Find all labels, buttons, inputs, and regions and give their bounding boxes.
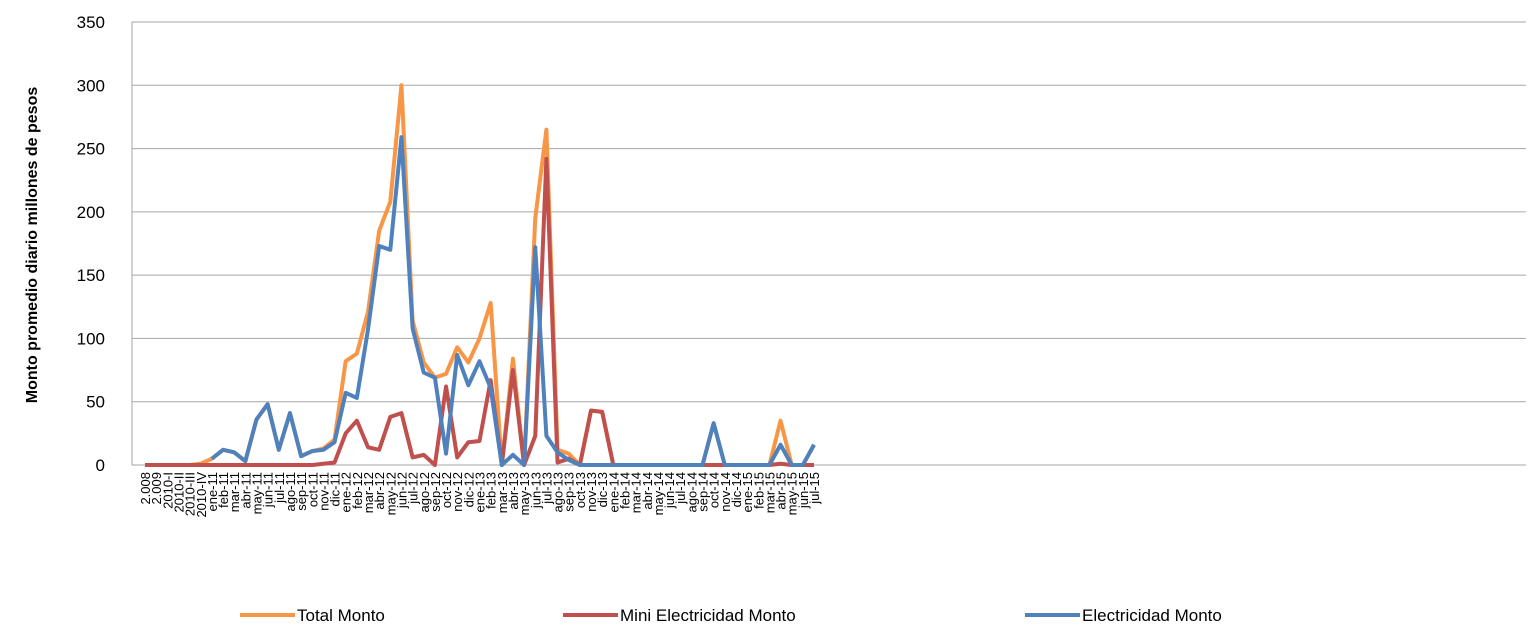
x-tick-label: feb-13	[484, 472, 499, 509]
x-tick-label: ago-13	[551, 472, 566, 512]
x-tick-label: 2010-II	[171, 472, 186, 512]
x-tick-label: jun-15	[796, 472, 811, 509]
x-tick-label: jun-12	[394, 472, 409, 509]
x-tick-label: nov-12	[450, 472, 465, 512]
x-tick-label: sep-11	[294, 472, 309, 511]
x-tick-label: ago-11	[283, 472, 298, 512]
x-tick-label: abr-13	[506, 472, 521, 510]
x-tick-label: feb-11	[216, 472, 231, 508]
x-tick-label: ene-13	[473, 472, 488, 512]
x-tick-label: jun-11	[261, 472, 276, 508]
x-tick-label: ago-12	[417, 472, 432, 512]
x-tick-label: may-13	[517, 472, 532, 515]
x-tick-label: may-12	[383, 472, 398, 515]
y-tick-label: 150	[77, 266, 105, 285]
y-tick-label: 300	[77, 76, 105, 95]
x-tick-label: sep-12	[428, 472, 443, 512]
x-tick-label: dic-14	[729, 472, 744, 507]
x-tick-label: sep-13	[562, 472, 577, 512]
x-tick-label: mar-13	[495, 472, 510, 513]
x-tick-label: may-11	[250, 472, 265, 514]
x-tick-label: feb-14	[617, 472, 632, 509]
y-tick-label: 250	[77, 140, 105, 159]
x-tick-label: abr-14	[640, 472, 655, 510]
x-tick-label: 2.009	[149, 472, 164, 505]
x-tick-label: jul-13	[539, 472, 554, 505]
line-series	[210, 135, 816, 467]
x-tick-label: ene-11	[205, 472, 220, 512]
x-tick-label: 2.008	[138, 472, 153, 505]
y-axis-label: Monto promedio diario millones de pesos	[24, 87, 41, 404]
x-tick-label: mar-15	[762, 472, 777, 513]
x-tick-label: jun-14	[662, 472, 677, 509]
x-tick-label: oct-12	[439, 472, 454, 508]
x-tick-label: jul-14	[673, 472, 688, 505]
x-tick-label: jul-12	[406, 472, 421, 505]
x-tick-label: 2010-IV	[194, 472, 209, 518]
x-tick-label: may-15	[785, 472, 800, 515]
x-tick-label: 2010-I	[160, 472, 175, 509]
x-tick-label: ene-14	[606, 472, 621, 512]
x-tick-label: ene-15	[740, 472, 755, 512]
x-tick-label: mar-11	[227, 472, 242, 512]
x-tick-label: dic-11	[328, 472, 343, 506]
x-tick-label: 2010-III	[183, 472, 198, 516]
y-tick-label: 350	[77, 13, 105, 32]
x-tick-label: feb-15	[751, 472, 766, 509]
y-tick-label: 50	[86, 393, 105, 412]
x-tick-label: oct-13	[573, 472, 588, 508]
legend-label: Total Monto	[297, 606, 385, 625]
line-series	[145, 156, 814, 467]
y-tick-label: 200	[77, 203, 105, 222]
x-tick-label: jul-15	[807, 472, 822, 505]
legend-label: Electricidad Monto	[1082, 606, 1222, 625]
x-tick-label: abr-11	[238, 472, 253, 509]
x-tick-label: dic-13	[595, 472, 610, 507]
x-tick-label: feb-12	[350, 472, 365, 509]
x-tick-label: jun-13	[528, 472, 543, 509]
x-tick-label: ene-12	[339, 472, 354, 512]
x-tick-label: mar-14	[629, 472, 644, 513]
x-tick-label: nov-11	[316, 472, 331, 511]
x-tick-label: abr-15	[774, 472, 789, 510]
x-tick-label: oct-11	[305, 472, 320, 507]
x-tick-label: ago-14	[684, 472, 699, 512]
x-tick-label: abr-12	[372, 472, 387, 510]
x-tick-label: jul-11	[272, 472, 287, 504]
x-tick-label: sep-14	[696, 472, 711, 512]
y-tick-label: 100	[77, 329, 105, 348]
x-tick-label: nov-14	[718, 472, 733, 512]
legend-label: Mini Electricidad Monto	[620, 606, 796, 625]
y-tick-label: 0	[96, 456, 105, 475]
x-tick-label: nov-13	[584, 472, 599, 512]
x-tick-label: oct-14	[707, 472, 722, 508]
x-tick-label: may-14	[651, 472, 666, 515]
x-tick-label: mar-12	[361, 472, 376, 513]
x-tick-label: dic-12	[461, 472, 476, 507]
